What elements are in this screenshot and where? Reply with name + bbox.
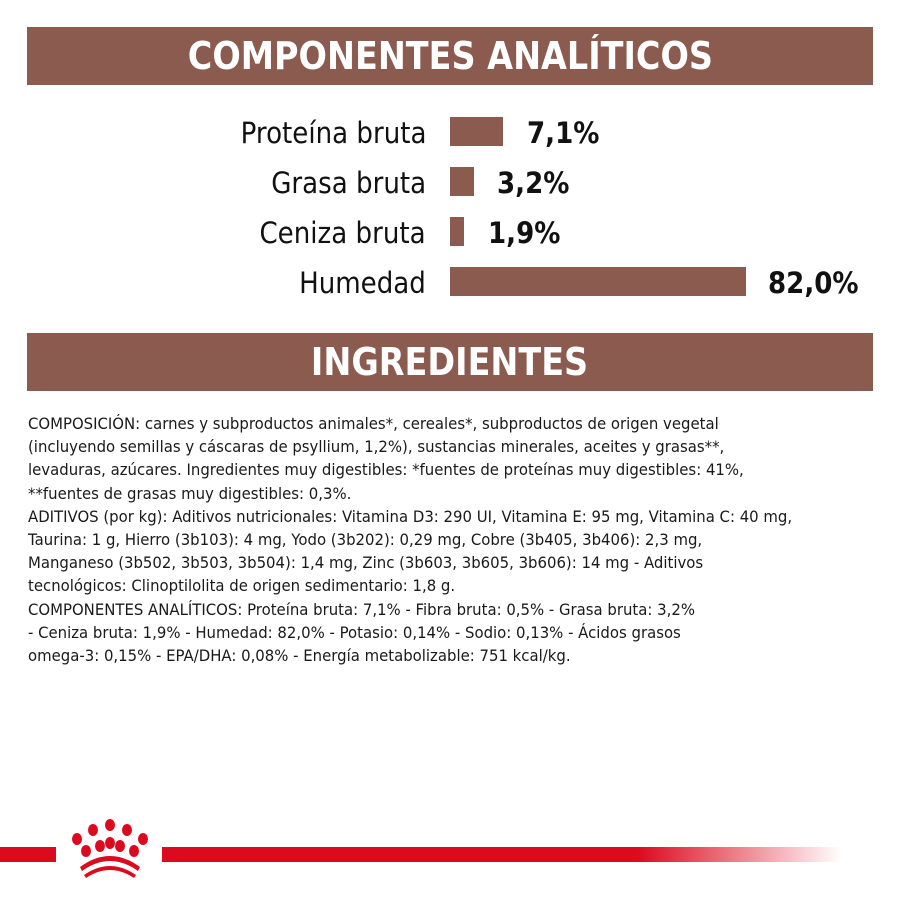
crown-logo-icon (72, 819, 148, 878)
row-label: Humedad (299, 266, 426, 300)
row-label: Ceniza bruta (259, 216, 426, 250)
analytic-row-protein: Proteína bruta 7,1% (0, 108, 900, 158)
row-bar (450, 217, 464, 246)
section-header-analytic-components: COMPONENTES ANALÍTICOS (27, 27, 873, 85)
row-value: 7,1% (527, 116, 600, 150)
ingredients-line: COMPOSICIÓN: carnes y subproductos anima… (28, 414, 719, 433)
ingredients-line: levaduras, azúcares. Ingredientes muy di… (28, 460, 744, 480)
additives-line: tecnológicos: Clinoptilolita de origen s… (28, 576, 456, 596)
ingredients-text: COMPOSICIÓN: carnes y subproductos anima… (28, 412, 878, 667)
row-label: Grasa bruta (271, 166, 426, 200)
analytic-line: COMPONENTES ANALÍTICOS: Proteína bruta: … (28, 599, 695, 619)
analytic-row-moisture: Humedad 82,0% (0, 258, 900, 308)
analytic-components-chart: Proteína bruta 7,1% Grasa bruta 3,2% Cen… (0, 108, 900, 308)
analytic-line: omega-3: 0,15% - EPA/DHA: 0,08% - Energí… (28, 646, 571, 666)
brand-footer (0, 815, 900, 880)
row-value: 3,2% (497, 166, 570, 200)
analytic-row-fat: Grasa bruta 3,2% (0, 158, 900, 208)
row-value: 1,9% (488, 216, 561, 250)
ingredients-line: (incluyendo semillas y cáscaras de psyll… (28, 437, 725, 457)
section-title: COMPONENTES ANALÍTICOS (187, 34, 713, 78)
row-bar (450, 167, 474, 196)
row-label: Proteína bruta (240, 116, 426, 150)
row-value: 82,0% (768, 266, 859, 300)
section-header-ingredients: INGREDIENTES (27, 333, 873, 391)
additives-line: Manganeso (3b502, 3b503, 3b504): 1,4 mg,… (28, 553, 704, 573)
ingredients-line: **fuentes de grasas muy digestibles: 0,3… (28, 483, 352, 503)
red-stripe-right (162, 847, 842, 862)
analytic-row-ash: Ceniza bruta 1,9% (0, 208, 900, 258)
section-title: INGREDIENTES (311, 340, 589, 384)
additives-line: ADITIVOS (por kg): Aditivos nutricionale… (28, 506, 793, 526)
additives-line: Taurina: 1 g, Hierro (3b103): 4 mg, Yodo… (28, 530, 703, 550)
row-bar (450, 117, 503, 146)
red-stripe-left (0, 847, 56, 862)
analytic-line: - Ceniza bruta: 1,9% - Humedad: 82,0% - … (28, 622, 681, 642)
row-bar (450, 267, 746, 296)
